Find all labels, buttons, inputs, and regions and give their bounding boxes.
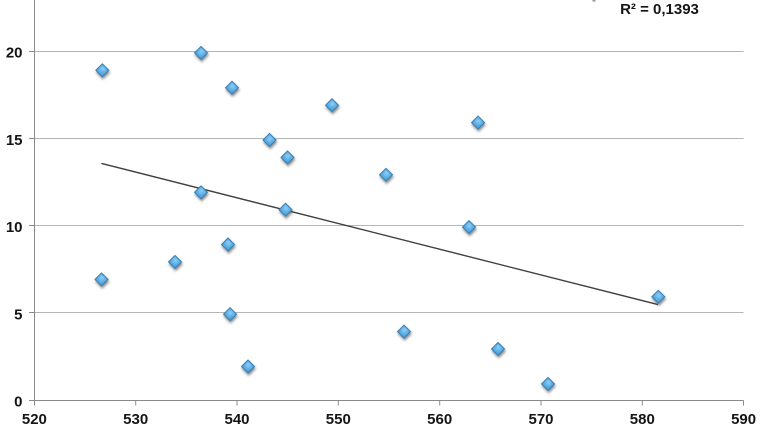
svg-text:570: 570 [528, 411, 553, 428]
svg-text:5: 5 [14, 306, 22, 323]
svg-text:540: 540 [224, 411, 249, 428]
svg-text:15: 15 [6, 132, 23, 149]
svg-text:590: 590 [731, 411, 756, 428]
svg-text:R² = 0,1393: R² = 0,1393 [620, 1, 699, 18]
svg-text:550: 550 [326, 411, 351, 428]
svg-text:10: 10 [6, 219, 23, 236]
svg-text:0: 0 [14, 394, 22, 411]
svg-text:530: 530 [123, 411, 148, 428]
svg-text:520: 520 [22, 411, 47, 428]
svg-text:580: 580 [630, 411, 655, 428]
svg-text:20: 20 [6, 45, 23, 62]
svg-text:560: 560 [427, 411, 452, 428]
